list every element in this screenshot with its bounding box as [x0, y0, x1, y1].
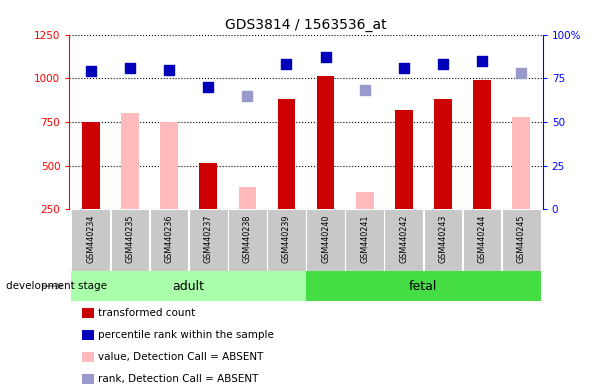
- Bar: [228, 209, 267, 271]
- Bar: [189, 209, 227, 271]
- Point: [242, 93, 252, 99]
- Bar: [395, 110, 412, 209]
- Text: GSM440239: GSM440239: [282, 214, 291, 263]
- Bar: [200, 163, 217, 209]
- Bar: [72, 271, 306, 301]
- Bar: [82, 308, 94, 318]
- Bar: [434, 99, 452, 209]
- Bar: [502, 209, 540, 271]
- Bar: [356, 192, 373, 209]
- Text: GSM440241: GSM440241: [360, 214, 369, 263]
- Bar: [150, 209, 189, 271]
- Bar: [317, 76, 335, 209]
- Bar: [82, 330, 94, 340]
- Text: development stage: development stage: [6, 281, 107, 291]
- Bar: [306, 271, 540, 301]
- Bar: [463, 209, 502, 271]
- Text: percentile rank within the sample: percentile rank within the sample: [98, 330, 274, 340]
- Bar: [423, 209, 463, 271]
- Text: GSM440245: GSM440245: [517, 214, 526, 263]
- Point: [282, 61, 291, 67]
- Point: [360, 88, 370, 94]
- Bar: [513, 117, 530, 209]
- Bar: [385, 209, 423, 271]
- Text: GSM440235: GSM440235: [125, 214, 134, 263]
- Text: GSM440242: GSM440242: [399, 214, 408, 263]
- Point: [399, 65, 409, 71]
- Text: rank, Detection Call = ABSENT: rank, Detection Call = ABSENT: [98, 374, 258, 384]
- Text: GSM440237: GSM440237: [204, 214, 213, 263]
- Bar: [72, 209, 110, 271]
- Text: transformed count: transformed count: [98, 308, 195, 318]
- Bar: [277, 99, 295, 209]
- Point: [321, 54, 330, 60]
- Point: [516, 70, 526, 76]
- Bar: [82, 374, 94, 384]
- Title: GDS3814 / 1563536_at: GDS3814 / 1563536_at: [225, 18, 387, 32]
- Text: GSM440244: GSM440244: [478, 214, 487, 263]
- Bar: [110, 209, 150, 271]
- Point: [125, 65, 135, 71]
- Point: [86, 68, 96, 74]
- Text: GSM440240: GSM440240: [321, 214, 330, 263]
- Point: [164, 66, 174, 73]
- Text: adult: adult: [172, 280, 204, 293]
- Bar: [473, 80, 491, 209]
- Text: GSM440243: GSM440243: [438, 214, 447, 263]
- Text: fetal: fetal: [409, 280, 438, 293]
- Text: GSM440236: GSM440236: [165, 214, 174, 263]
- Bar: [306, 209, 345, 271]
- Bar: [160, 122, 178, 209]
- Bar: [267, 209, 306, 271]
- Point: [477, 58, 487, 64]
- Bar: [239, 187, 256, 209]
- Text: GSM440238: GSM440238: [243, 214, 252, 263]
- Bar: [346, 209, 384, 271]
- Point: [203, 84, 213, 90]
- Point: [438, 61, 448, 67]
- Text: value, Detection Call = ABSENT: value, Detection Call = ABSENT: [98, 352, 263, 362]
- Text: GSM440234: GSM440234: [86, 214, 95, 263]
- Bar: [82, 122, 99, 209]
- Bar: [82, 352, 94, 362]
- Bar: [121, 113, 139, 209]
